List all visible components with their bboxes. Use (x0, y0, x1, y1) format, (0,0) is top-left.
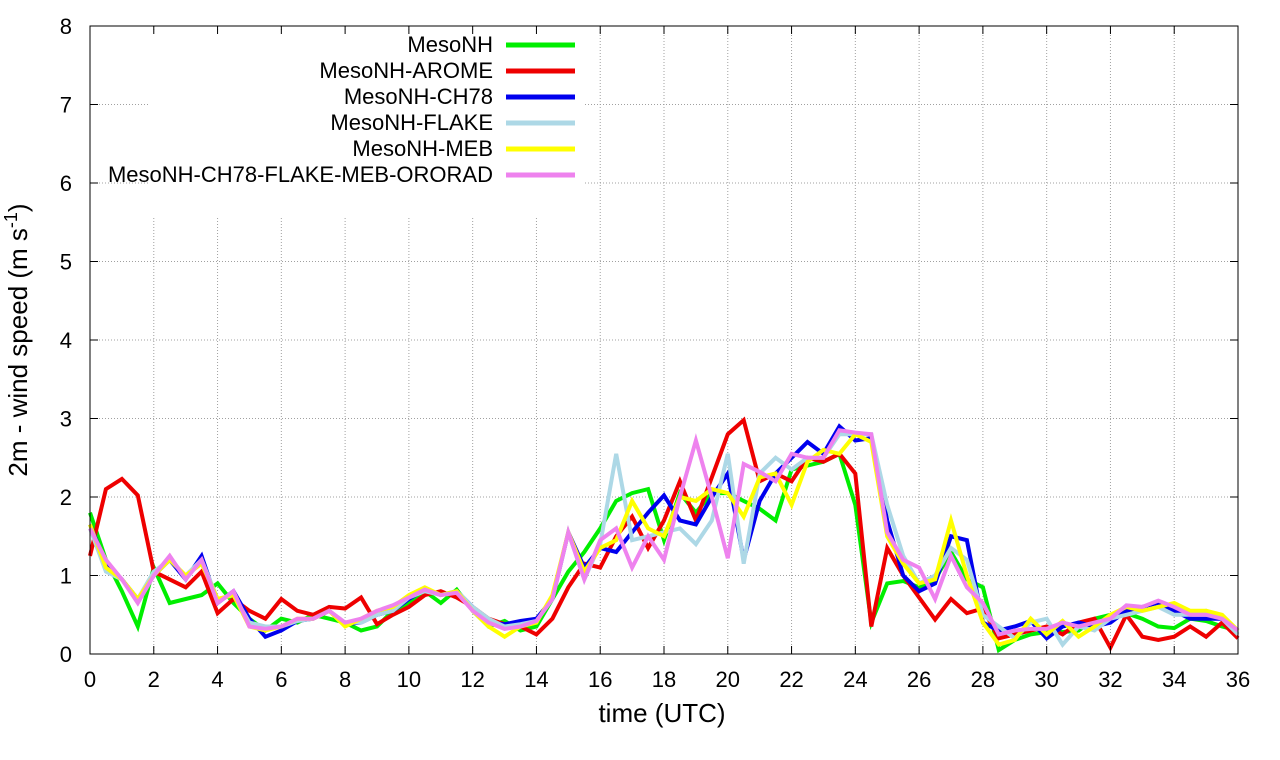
series-line-6 (88, 428, 1240, 637)
x-tick-label: 6 (275, 667, 287, 692)
x-tick-label: 18 (652, 667, 676, 692)
y-tick-label: 2 (60, 485, 72, 510)
legend-label-6: MesoNH-CH78-FLAKE-MEB-ORORAD (108, 162, 493, 187)
y-tick-label: 8 (60, 14, 72, 39)
legend-label-4: MesoNH-FLAKE (330, 110, 493, 135)
x-tick-label: 36 (1226, 667, 1250, 692)
x-tick-label: 30 (1034, 667, 1058, 692)
x-axis-title: time (UTC) (598, 698, 725, 728)
data-series (88, 416, 1240, 654)
y-tick-label: 6 (60, 171, 72, 196)
x-tick-label: 34 (1162, 667, 1186, 692)
x-tick-label: 24 (843, 667, 867, 692)
legend-label-3: MesoNH-CH78 (344, 84, 493, 109)
y-tick-label: 0 (60, 642, 72, 667)
x-tick-label: 20 (716, 667, 740, 692)
y-axis-title-close: ) (3, 203, 33, 212)
x-tick-label: 16 (588, 667, 612, 692)
x-tick-label: 8 (339, 667, 351, 692)
x-tick-label: 2 (148, 667, 160, 692)
legend-label-2: MesoNH-AROME (319, 58, 493, 83)
x-tick-label: 12 (460, 667, 484, 692)
series-line-2 (88, 416, 1240, 653)
legend-label-1: MesoNH (407, 32, 493, 57)
x-tick-label: 28 (971, 667, 995, 692)
series-line-3 (88, 423, 1240, 641)
x-tick-label: 32 (1098, 667, 1122, 692)
x-tick-label: 26 (907, 667, 931, 692)
axis-ticks: 0 2 4 6 8 10 12 14 16 18 20 22 24 26 28 30 32 34 360123456… (60, 14, 1250, 692)
y-tick-label: 7 (60, 93, 72, 118)
x-tick-label: 22 (779, 667, 803, 692)
x-tick-label: 10 (397, 667, 421, 692)
y-axis-title-superscript: -1 (1, 212, 21, 228)
y-axis-title-main: 2m - wind speed (m s (3, 228, 33, 477)
y-tick-label: 3 (60, 407, 72, 432)
legend-label-5: MesoNH-MEB (352, 136, 493, 161)
x-tick-label: 0 (84, 667, 96, 692)
x-tick-label: 14 (524, 667, 548, 692)
x-tick-label: 4 (211, 667, 223, 692)
y-tick-label: 1 (60, 564, 72, 589)
y-axis-title: 2m - wind speed (m s-1) (1, 203, 33, 476)
y-tick-label: 4 (60, 328, 72, 353)
y-tick-label: 5 (60, 250, 72, 275)
legend: MesoNHMesoNH-AROMEMesoNH-CH78MesoNH-FLAK… (108, 32, 575, 187)
